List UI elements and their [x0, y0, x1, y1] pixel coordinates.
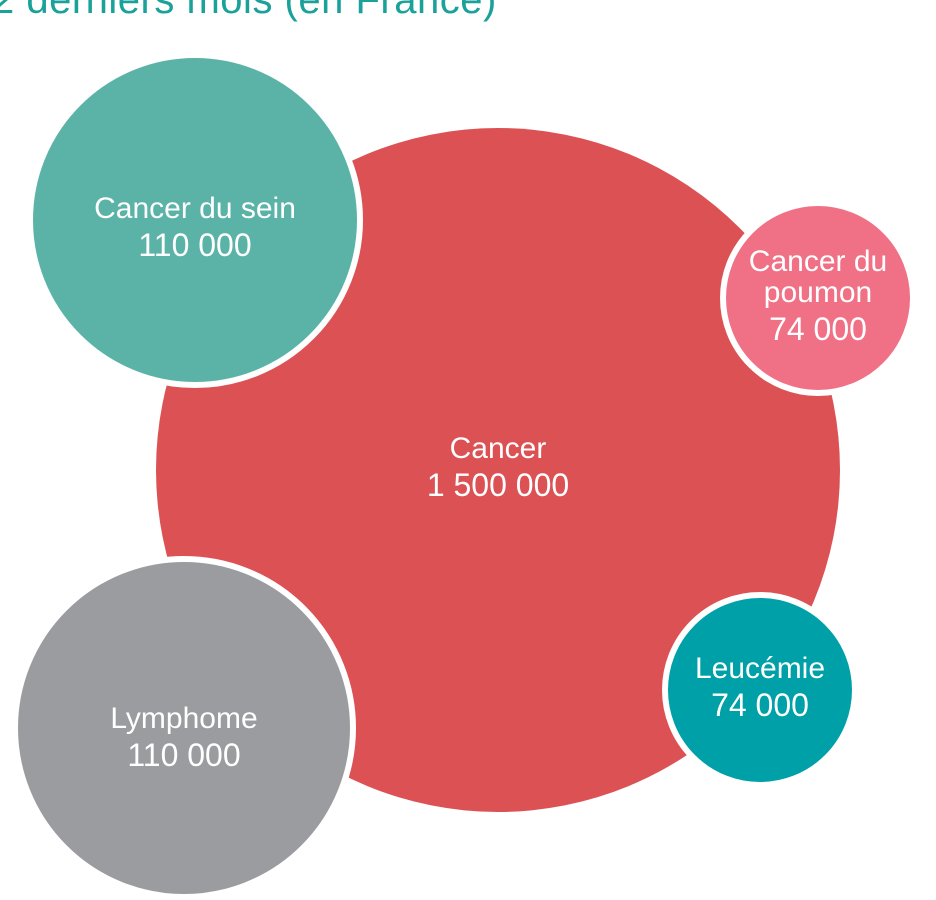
bubble: Lymphome 110 000	[12, 556, 356, 900]
category-label: Cancer	[449, 432, 547, 466]
value-label: 1 500 000	[426, 466, 570, 503]
value-label: 74 000	[711, 686, 809, 723]
category-label: Cancer du poumon	[748, 244, 888, 310]
value-label: 110 000	[138, 226, 252, 263]
value-label: 74 000	[769, 310, 867, 347]
category-label: Lymphome	[110, 702, 258, 736]
bubble: Cancer du sein 110 000	[27, 52, 363, 388]
bubble-label: Cancer du sein 110 000	[65, 193, 325, 266]
category-label: Cancer du sein	[94, 192, 296, 226]
bubble-label: Lymphome 110 000	[54, 703, 314, 776]
value-label: 110 000	[127, 736, 241, 773]
category-label: Leucémie	[694, 652, 826, 686]
bubble-label: Cancer du poumon 74 000	[743, 244, 893, 351]
bubble-label: Leucémie 74 000	[675, 653, 845, 726]
bubble: Cancer du poumon 74 000	[720, 200, 916, 396]
bubble: Leucémie 74 000	[662, 592, 858, 788]
bubble-label: Cancer 1 500 000	[348, 433, 648, 506]
page: 2 derniers mois (en France) Cancer 1 500 …	[0, 0, 916, 900]
chart-title: 2 derniers mois (en France)	[0, 0, 497, 22]
